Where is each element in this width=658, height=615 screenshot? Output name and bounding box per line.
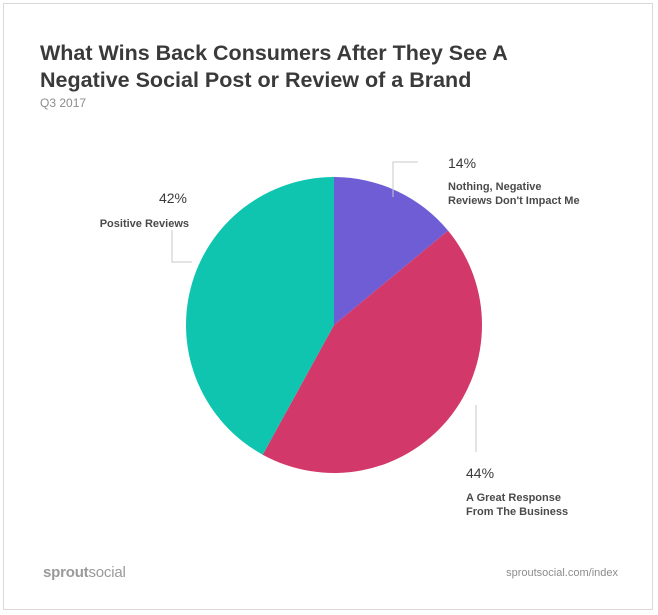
slice-value-label-2: 44% <box>466 465 494 481</box>
leader-lines <box>171 161 477 452</box>
slice-category-label-1-line-2: Reviews Don't Impact Me <box>448 195 580 207</box>
leader-line-3 <box>171 230 192 263</box>
pie-slices <box>186 177 483 473</box>
logo-brand-regular: social <box>88 564 126 581</box>
sproutsocial-logo: sproutsocial <box>43 564 126 581</box>
logo-brand-bold: sprout <box>43 564 89 581</box>
leader-line-1 <box>392 161 418 197</box>
slice-value-label-1: 14% <box>448 155 476 171</box>
chart-subtitle: Q3 2017 <box>40 96 87 110</box>
slice-value-label-3: 42% <box>159 190 187 206</box>
slice-category-label-1-line-1: Nothing, Negative <box>448 181 542 193</box>
slice-category-label-3-line-1: Positive Reviews <box>100 218 189 230</box>
source-url: sproutsocial.com/index <box>506 567 618 579</box>
chart-title: What Wins Back Consumers After They See … <box>40 41 507 92</box>
pie-slice-1 <box>334 177 449 325</box>
pie-slice-2 <box>262 230 483 473</box>
slice-category-label-2-line-2: From The Business <box>466 506 568 518</box>
pie-slice-3 <box>186 177 334 455</box>
slice-labels: 14% Nothing, Negative Reviews Don't Impact… <box>100 155 580 518</box>
slice-category-label-2-line-1: A Great Response <box>466 492 561 504</box>
